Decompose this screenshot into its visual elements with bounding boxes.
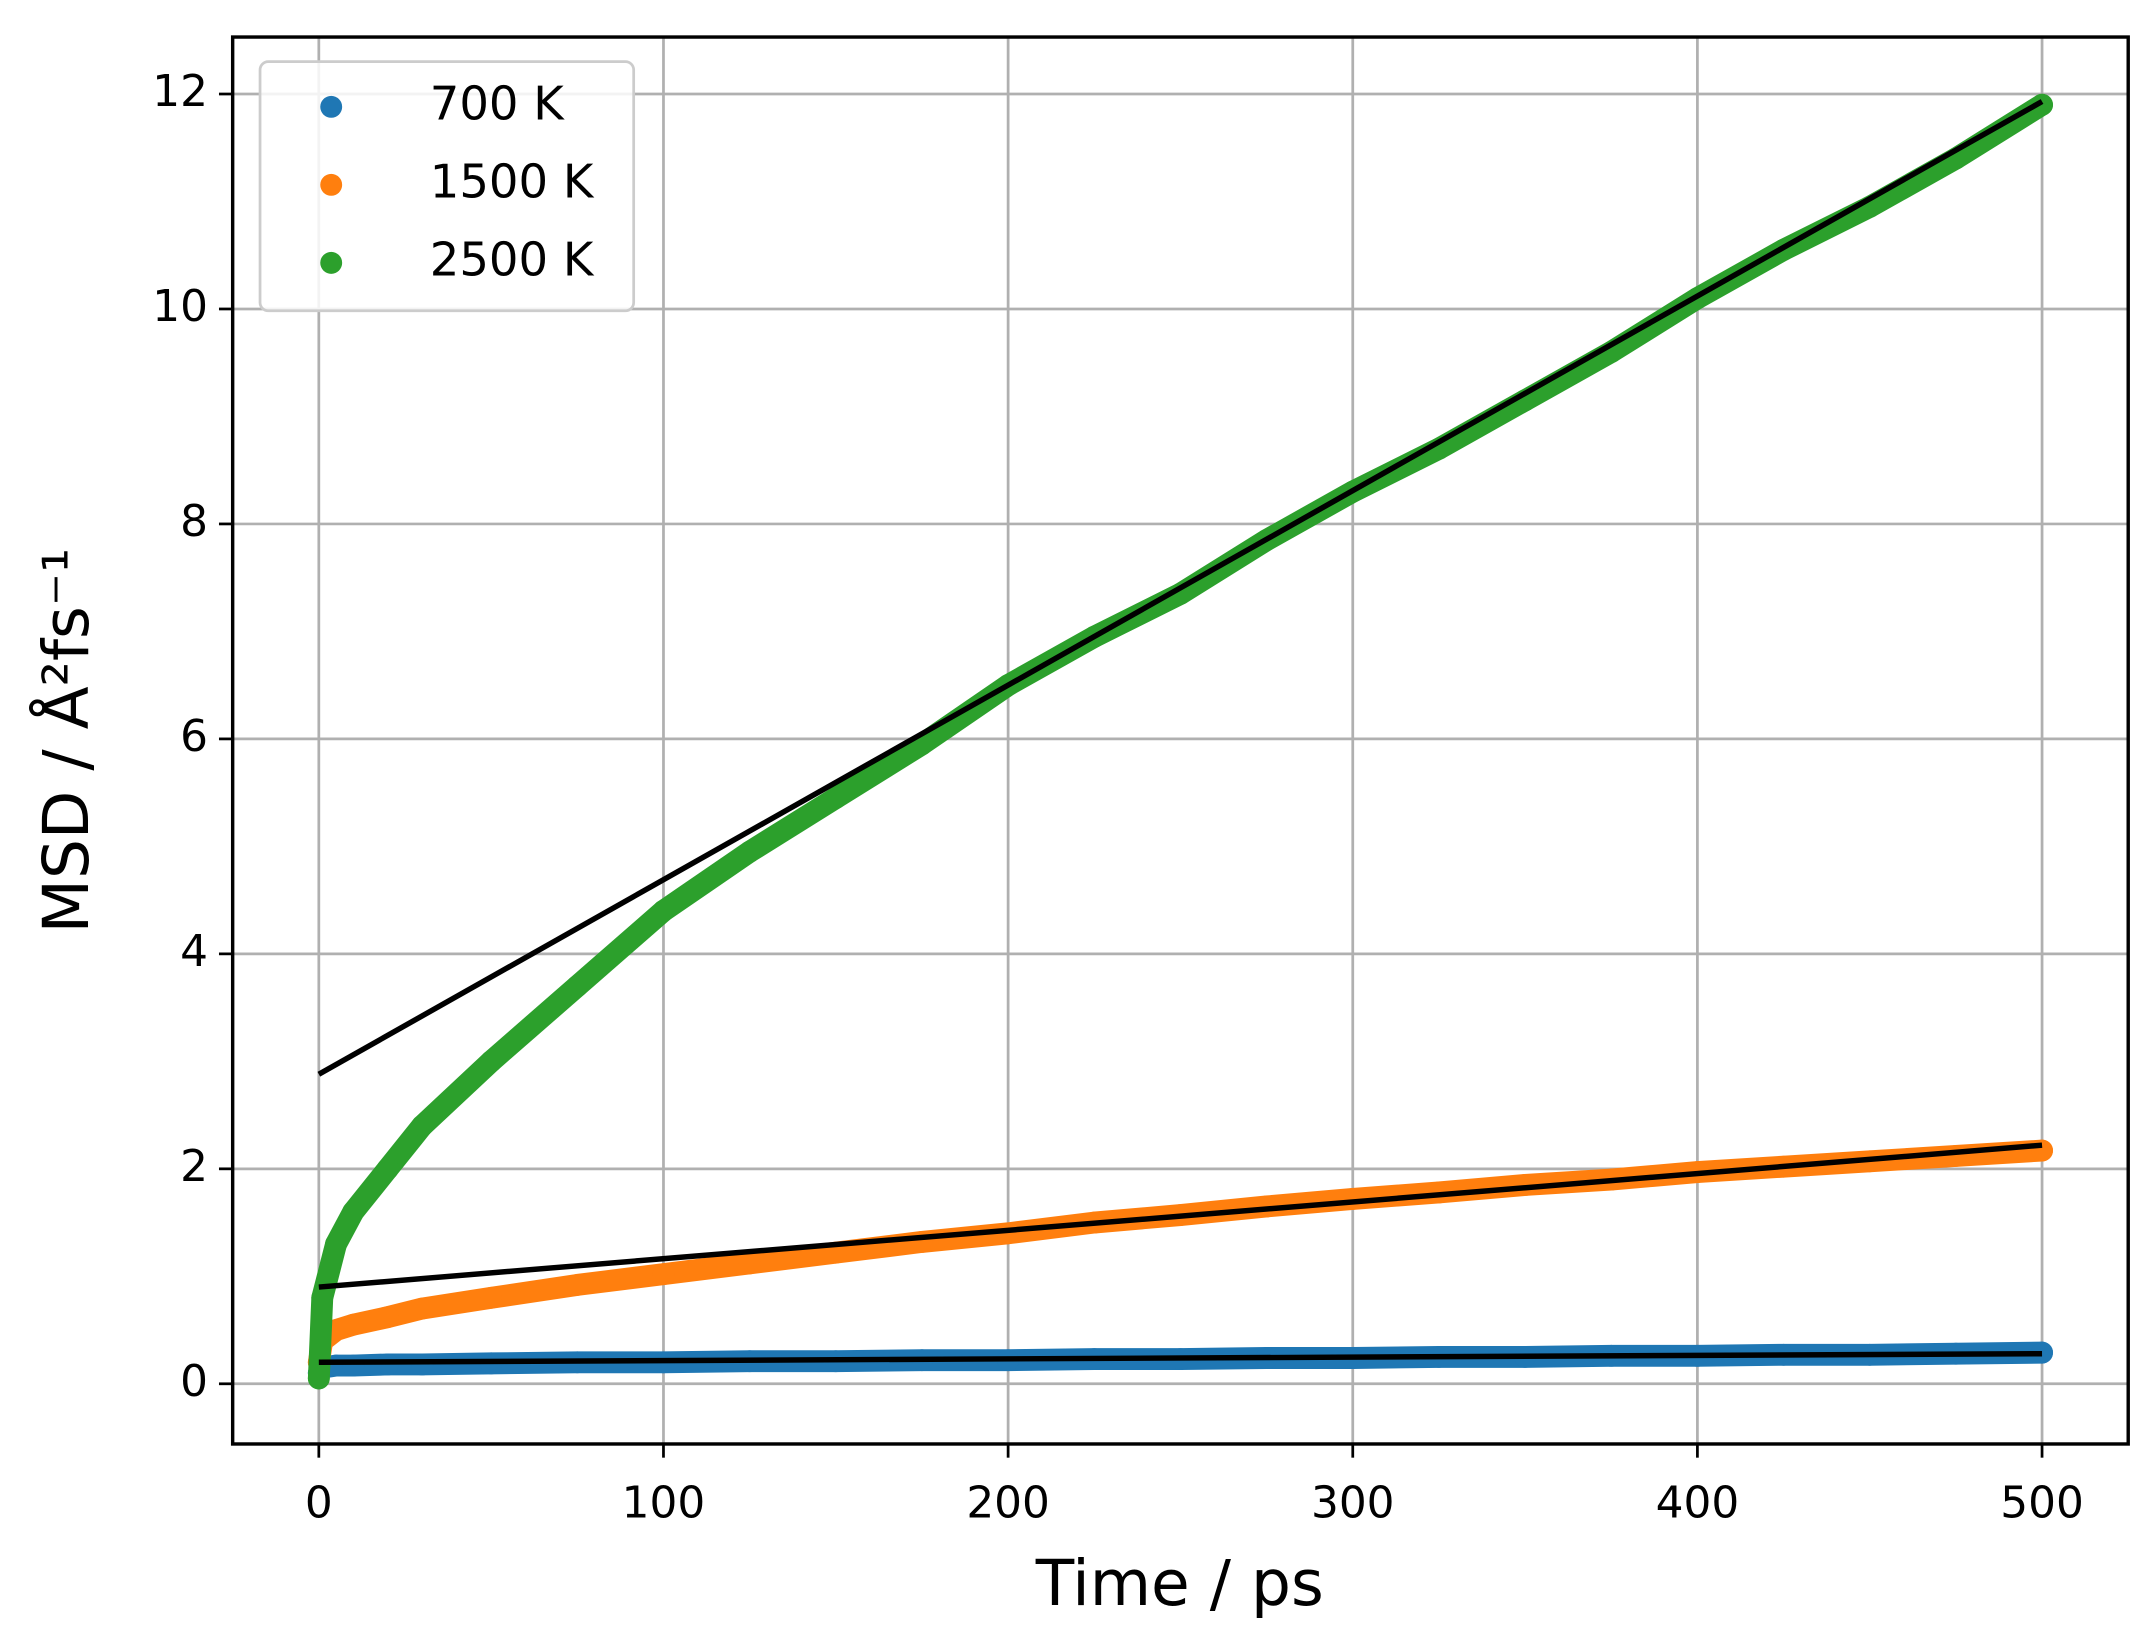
data-point: [342, 1200, 365, 1223]
data-point: [738, 1252, 761, 1275]
data-point: [652, 899, 675, 922]
fit-line: [318, 1142, 2043, 1290]
data-point: [480, 1050, 503, 1073]
legend-label: 700 K: [430, 76, 566, 130]
legend-label: 1500 K: [430, 154, 595, 208]
y-tick-label: 2: [180, 1141, 208, 1192]
y-axis-label: MSD / Å²fs⁻¹: [30, 548, 103, 934]
legend-box: [258, 60, 636, 313]
x-tick-label: 500: [2000, 1478, 2084, 1529]
legend-label: 2500 K: [430, 232, 595, 286]
data-point: [480, 1286, 503, 1309]
y-tick-label: 0: [180, 1356, 208, 1407]
data-point: [824, 787, 847, 809]
data-point: [311, 1286, 334, 1309]
x-axis-label: Time / ps: [1035, 1547, 1324, 1620]
data-point: [2031, 1139, 2053, 1162]
legend-marker: [320, 95, 343, 118]
data-point: [307, 1367, 330, 1390]
grid: [232, 37, 2129, 1444]
data-point: [376, 1306, 399, 1329]
legend-marker: [320, 251, 343, 274]
x-tick-label: 100: [622, 1478, 706, 1529]
data-point: [738, 840, 761, 863]
data-point: [411, 1114, 434, 1137]
data-point: [1944, 1144, 1967, 1167]
data-point: [566, 1273, 589, 1296]
data-point: [342, 1313, 365, 1336]
plot-area: [307, 93, 2054, 1390]
data-point: [2031, 93, 2053, 116]
x-tick-label: 0: [305, 1478, 333, 1529]
data-point: [2031, 1341, 2053, 1364]
data-point: [652, 1263, 675, 1286]
y-tick-label: 6: [180, 711, 208, 762]
y-tick-label: 12: [152, 66, 208, 117]
data-point: [342, 1354, 365, 1377]
x-tick-label: 200: [966, 1478, 1050, 1529]
fit-line: [317, 99, 2044, 1077]
data-point: [411, 1297, 434, 1320]
fit-line: [318, 1350, 2043, 1366]
x-tick-label: 300: [1311, 1478, 1395, 1529]
legend-marker: [320, 173, 343, 196]
x-tick-label: 400: [1656, 1478, 1740, 1529]
data-point: [566, 975, 589, 998]
y-tick-label: 10: [152, 281, 208, 332]
y-tick-label: 4: [180, 926, 208, 977]
data-point: [325, 1233, 348, 1256]
y-tick-label: 8: [180, 496, 208, 547]
data-point: [376, 1157, 399, 1180]
axes-frame: [230, 35, 2130, 1446]
